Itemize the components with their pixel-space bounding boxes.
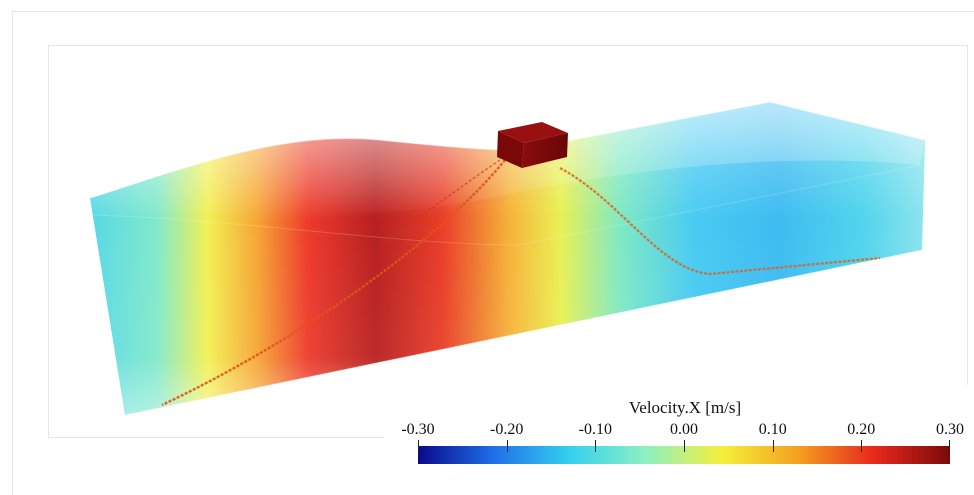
colorbar-tick-label: -0.30 <box>401 421 435 438</box>
colorbar-tick <box>949 440 950 452</box>
mooring-line-left-back <box>379 159 501 246</box>
tank-edge-inner <box>91 164 923 246</box>
colorbar-tick <box>595 440 597 452</box>
viewport-border-left <box>12 11 13 495</box>
colorbar-tick <box>506 440 508 452</box>
tank-edge-top <box>89 101 926 199</box>
colorbar-tick-label: -0.10 <box>578 421 612 438</box>
inner-border-left <box>48 45 49 437</box>
colorbar-tick <box>418 440 419 452</box>
viewport-border-top <box>12 11 974 12</box>
colorbar-title: Velocity.X [m/s] <box>628 398 742 417</box>
tank-edge-front <box>124 249 923 416</box>
floating-box <box>497 122 568 168</box>
colorbar-tick-label: 0.30 <box>936 421 964 438</box>
inner-border-right <box>967 45 968 385</box>
colorbar-tick <box>861 440 863 452</box>
colorbar-tick <box>684 440 685 452</box>
colorbar-tick-label: 0.20 <box>847 421 876 438</box>
colorbar-tick <box>772 440 774 452</box>
mooring-line-right <box>559 167 881 276</box>
inner-border-top <box>48 45 968 46</box>
mooring-line-left-outer <box>161 159 506 407</box>
colorbar-tick-label: -0.20 <box>490 421 524 438</box>
inner-border-bottom <box>48 437 384 438</box>
colorbar-gradient <box>418 446 950 464</box>
colorbar-tick-label: 0.00 <box>670 421 698 438</box>
colorbar-legend: Velocity.X [m/s] -0.30 -0.20 -0.10 0.00 … <box>384 394 974 495</box>
colorbar-tick-label: 0.10 <box>758 421 787 438</box>
wave-surface-haze <box>90 102 925 230</box>
